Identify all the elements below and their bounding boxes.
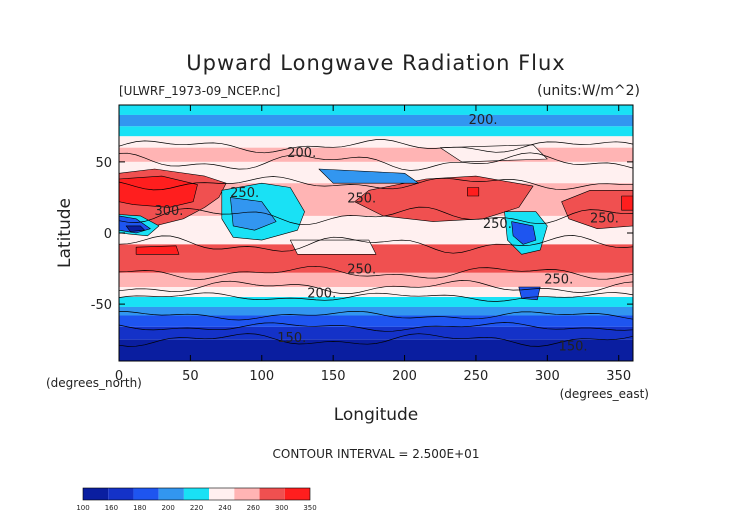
heatmap-feature: [135, 245, 180, 255]
heatmap-feature: [511, 221, 537, 245]
heatmap-band: [119, 244, 633, 273]
heatmap-feature: [354, 175, 534, 222]
colorbar-level-label: 300: [275, 504, 288, 512]
heatmap-band: [119, 136, 633, 148]
contour-label: 250.: [544, 273, 573, 288]
contour-label: 150.: [277, 331, 306, 346]
colorbar-swatch: [259, 488, 285, 500]
contour-label: 250.: [590, 211, 619, 226]
heatmap-band: [119, 114, 633, 127]
y-axis-label: Latitude: [55, 198, 75, 268]
units-label: (units:W/m^2): [537, 83, 640, 99]
colorbar-swatch: [234, 488, 260, 500]
heatmap-feature: [440, 144, 548, 163]
contour-line: [118, 139, 634, 154]
heatmap-features: [118, 144, 634, 301]
colorbar-level-label: 200: [161, 504, 174, 512]
y-axis: -50 0 50: [91, 156, 633, 313]
colorbar-level-label: 240: [218, 504, 231, 512]
colorbar-frame: [82, 487, 311, 501]
file-label: [ULWRF_1973-09_NCEP.nc]: [119, 84, 280, 98]
colorbar-level-label: 350: [303, 504, 316, 512]
heatmap-band: [119, 287, 633, 297]
heatmap-bands: [119, 105, 633, 361]
x-tick-label: 150: [321, 369, 346, 384]
contour-label: 250.: [347, 263, 376, 278]
contour-labels: 200. 200. 250. 250. 250. 250. 300. 250. 250. 200.…: [154, 113, 618, 354]
heatmap-feature: [230, 197, 277, 231]
colorbar-level-label: 220: [190, 504, 203, 512]
contour-label: 150.: [559, 339, 588, 354]
contour-line: [118, 292, 634, 302]
x-tick-label: 300: [535, 369, 560, 384]
contour-label: 250.: [230, 186, 259, 201]
contour-line: [118, 265, 634, 280]
contour-lines: [118, 139, 634, 347]
heatmap-band: [119, 105, 633, 115]
heatmap-band: [119, 326, 633, 340]
contour-line: [118, 333, 634, 347]
contour-line: [118, 280, 634, 294]
heatmap-band: [119, 126, 633, 137]
colorbar-level-label: 100: [76, 504, 89, 512]
y-tick-label: -50: [91, 298, 112, 313]
x-tick-label: 350: [606, 369, 631, 384]
colorbar-level-label: 160: [105, 504, 118, 512]
heatmap-band: [119, 215, 633, 245]
colorbar-swatch: [83, 488, 109, 500]
heatmap-feature: [125, 225, 145, 232]
x-tick-label: 250: [464, 369, 489, 384]
colorbar-level-label: 260: [247, 504, 260, 512]
contour-line: [118, 310, 634, 321]
x-axis-label: Longitude: [334, 405, 419, 425]
y-axis-unit: (degrees_north): [46, 376, 142, 390]
x-tick-label: 100: [249, 369, 274, 384]
contour-label: 250.: [483, 217, 512, 232]
contour-label: 200.: [469, 113, 498, 128]
colorbar-swatch: [284, 488, 310, 500]
contour-label: 300.: [154, 204, 183, 219]
heatmap-band: [119, 315, 633, 327]
heatmap-band: [119, 297, 633, 307]
contour-label: 200.: [287, 146, 316, 161]
y-tick-label: 50: [95, 156, 112, 171]
colorbar-level-label: 180: [133, 504, 146, 512]
colorbar: 100 160 180 200 220 240 260 300 350: [76, 487, 317, 512]
y-tick-label: 0: [104, 227, 112, 242]
contour-line: [118, 152, 634, 171]
heatmap-band: [119, 306, 633, 316]
contour-line: [118, 206, 634, 226]
map-plot: 200. 200. 250. 250. 250. 250. 300. 250. 250. 200.…: [118, 104, 634, 362]
contour-line: [118, 322, 634, 332]
heatmap-band: [119, 339, 633, 361]
colorbar-swatch: [158, 488, 184, 500]
contour-line: [118, 176, 633, 191]
x-axis-unit: (degrees_east): [560, 387, 649, 401]
colorbar-swatch: [183, 488, 210, 500]
x-tick-label: 0: [115, 369, 123, 384]
colorbar-swatch: [209, 488, 235, 500]
x-tick-label: 50: [182, 369, 199, 384]
heatmap-feature: [467, 187, 480, 197]
heatmap-feature: [621, 195, 634, 211]
contour-interval-note: CONTOUR INTERVAL = 2.500E+01: [273, 447, 480, 461]
contour-label: 200.: [307, 287, 336, 302]
heatmap-feature: [118, 175, 198, 208]
colorbar-swatch: [108, 488, 134, 500]
contour-line: [118, 235, 634, 254]
chart-title: Upward Longwave Radiation Flux: [186, 51, 565, 75]
x-axis: 0 50 100 150 200 250 300 350: [115, 105, 631, 384]
colorbar-swatch: [133, 488, 159, 500]
contour-label: 250.: [347, 191, 376, 206]
x-tick-label: 200: [392, 369, 417, 384]
